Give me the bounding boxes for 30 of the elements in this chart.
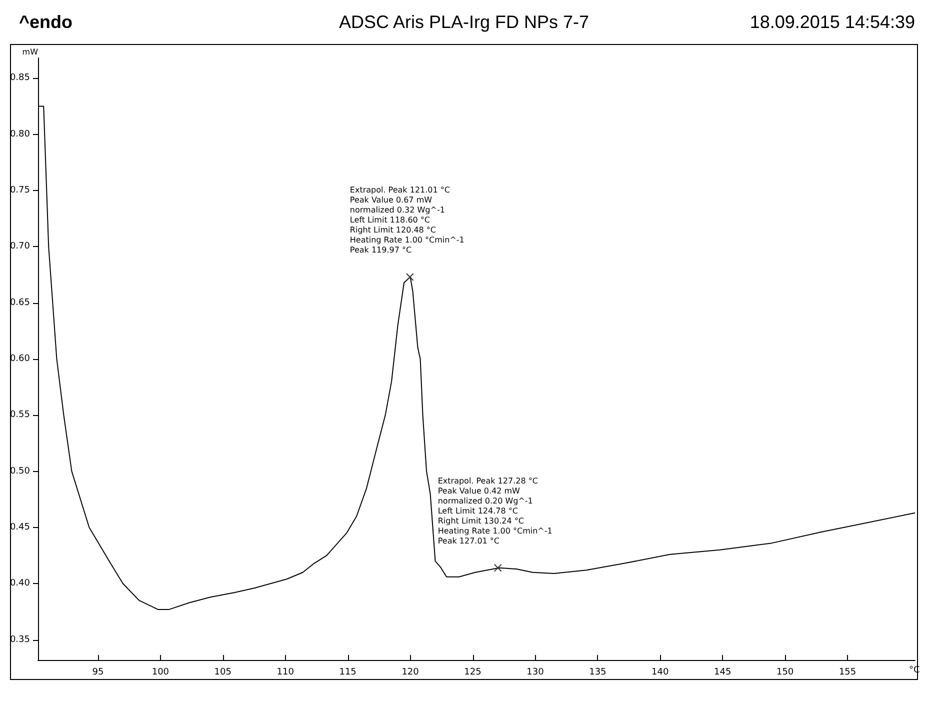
x-tick-label: 100 bbox=[152, 668, 170, 678]
chart-subtitle: 18.09.2015 14:54:39 bbox=[750, 12, 915, 32]
y-tick-label: 0.35 bbox=[10, 634, 30, 645]
annotation: Extrapol. Peak 127.28 °C Peak Value 0.42 mW normalized 0.20 Wg^-1 Left Limit 124.78 °C Right Limit 130.24 °C Heating Rate 1.00 °Cmin^-1 Peak 127.01 °C bbox=[438, 476, 552, 546]
x-tick-label: 115 bbox=[339, 668, 356, 678]
y-tick-label: 0.60 bbox=[10, 354, 30, 364]
x-tick-label: 125 bbox=[464, 668, 482, 678]
y-tick-label: 0.45 bbox=[10, 522, 30, 532]
y-axis-title: mW bbox=[22, 48, 38, 56]
x-tick-label: 140 bbox=[652, 668, 670, 678]
y-tick-label: 0.70 bbox=[10, 242, 30, 252]
x-tick-label: 150 bbox=[776, 668, 794, 678]
x-tick-label: 145 bbox=[714, 668, 732, 678]
x-tick-label: 120 bbox=[402, 668, 420, 678]
y-tick-label: 0.85 bbox=[10, 73, 30, 84]
y-tick-label: 0.40 bbox=[10, 578, 30, 589]
x-tick-label: 135 bbox=[589, 668, 606, 678]
x-tick-label: 110 bbox=[276, 668, 294, 678]
y-tick-label: 0.50 bbox=[10, 466, 30, 476]
y-tick-label: 0.80 bbox=[10, 129, 30, 140]
y-tick-label: 0.65 bbox=[10, 298, 30, 308]
x-tick-label: 105 bbox=[214, 668, 232, 678]
y-tick-label: 0.55 bbox=[10, 410, 30, 420]
x-tick-label: 130 bbox=[526, 668, 544, 678]
x-tick-label: 155 bbox=[838, 668, 856, 678]
y-tick-label: 0.75 bbox=[10, 186, 30, 196]
x-tick-label: 95 bbox=[92, 668, 104, 678]
text: ^endo bbox=[19, 12, 73, 32]
chart-title: ADSC Aris PLA-Irg FD NPs 7-7 bbox=[338, 12, 590, 32]
annotation: Extrapol. Peak 121.01 °C Peak Value 0.67 mW normalized 0.32 Wg^-1 Left Limit 118.60 °C Right Limit 120.48 °C Heating Rate 1.00 °Cmin^-1 Peak 119.97 °C bbox=[350, 186, 464, 255]
